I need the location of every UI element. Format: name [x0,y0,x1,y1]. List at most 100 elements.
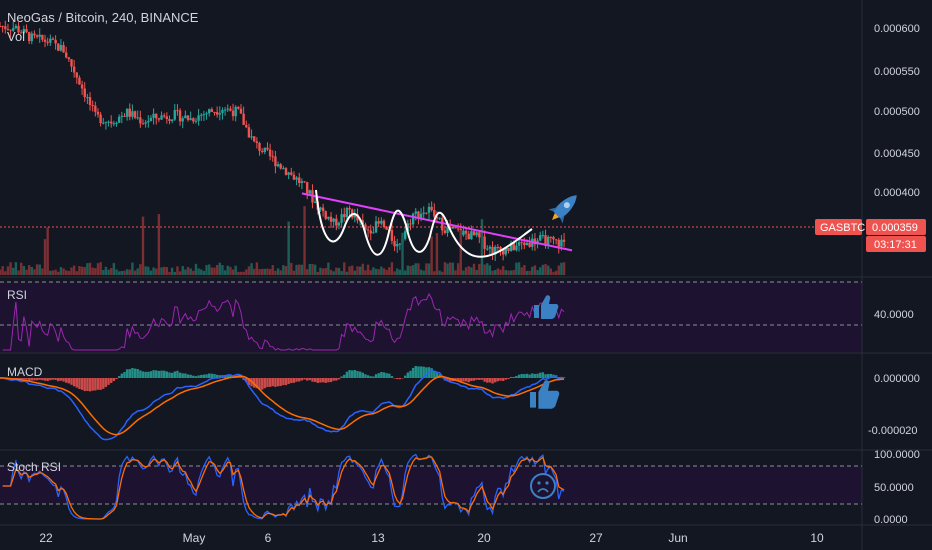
candle [6,28,10,30]
volume-bar [213,267,216,275]
stoch-tick: 100.0000 [874,449,920,461]
volume-bar [393,271,396,275]
volume-bar [324,268,327,275]
macd-histogram-bar [94,378,97,391]
volume-bar [356,266,359,275]
volume-bar [464,267,468,275]
volume-bar [131,262,134,275]
volume-bar [403,270,407,275]
candle [470,231,473,240]
volume-bar [560,262,563,275]
candle [414,211,417,214]
candle [255,141,259,144]
descending-trendline[interactable] [301,192,573,252]
stoch-band [0,466,862,504]
candle [554,239,558,241]
volume-bar [133,270,137,275]
volume-bar [229,266,232,275]
volume-bar [552,271,555,275]
volume-bar [144,266,147,275]
macd-histogram-bar [133,368,137,378]
candle [176,110,179,112]
macd-histogram-bar [308,378,312,381]
macd-histogram-bar [369,376,372,378]
macd-histogram-bar [72,378,76,387]
candle [237,106,240,109]
macd-histogram-bar [472,378,476,381]
candle [427,206,431,213]
volume-bar [396,268,399,275]
volume-bar [17,270,20,275]
rsi-label: RSI [7,288,27,302]
macd-histogram-bar [139,370,142,378]
candle [133,111,137,118]
price-tick: 0.000400 [874,187,920,199]
macd-histogram-bar [515,375,518,378]
candle [303,181,306,183]
volume-bar [49,270,52,275]
volume-bar [300,264,304,275]
macd-histogram-bar [533,373,537,378]
volume-bar [115,269,118,275]
volume-bar [332,271,335,275]
volume-bar [549,268,553,275]
price-tick: 0.000500 [874,106,920,118]
macd-histogram-bar [504,378,507,380]
candle [96,111,100,115]
candle [348,207,351,210]
candle [396,244,399,247]
stoch-label: Stoch RSI [7,460,61,474]
macd-histogram-bar [305,378,309,381]
volume-bar [186,267,190,275]
macd-histogram-bar [525,373,529,378]
macd-histogram-bar [107,378,110,385]
candle [321,207,325,212]
volume-bar [380,266,383,275]
volume-bar [308,264,312,275]
candle [258,143,261,151]
volume-bar [441,271,444,275]
volume-bar [155,268,158,275]
volume-bar [501,266,505,275]
macd-histogram-bar [496,378,500,382]
macd-histogram-bar [96,378,100,390]
candle [300,181,304,183]
macd-histogram-bar [377,373,380,378]
candle [165,116,169,119]
candle [499,246,502,250]
macd-tick: -0.000020 [868,425,918,437]
macd-histogram-bar [396,378,399,380]
volume-bar [104,266,108,275]
candle [403,231,407,239]
candle [486,248,489,250]
volume-bar [316,271,319,275]
volume-bar [139,264,142,275]
candle [189,118,192,120]
macd-histogram-bar [372,376,375,378]
inverse-head-shoulders-pattern[interactable] [315,189,533,258]
volume-bar [406,265,410,275]
bar-countdown: 03:17:31 [874,239,917,251]
macd-histogram-bar [287,378,290,384]
candle [305,182,309,194]
candle [139,117,142,124]
sad-face-icon [530,473,556,499]
rsi-band [0,282,862,353]
macd-signal-line [0,375,565,436]
volume-bar [147,266,150,275]
macd-histogram-bar [70,378,73,385]
candle [454,226,457,229]
candle [549,236,553,238]
macd-histogram-bar [549,373,553,378]
candle [0,26,2,28]
macd-histogram-bar [67,378,71,384]
candle [168,118,171,121]
volume-bar [218,262,221,275]
candle [59,45,63,51]
candle [234,106,237,117]
volume-bar [276,268,280,275]
macd-histogram-bar [366,375,370,378]
last-price-value: 0.000359 [872,222,918,234]
volume-bar [435,233,439,275]
